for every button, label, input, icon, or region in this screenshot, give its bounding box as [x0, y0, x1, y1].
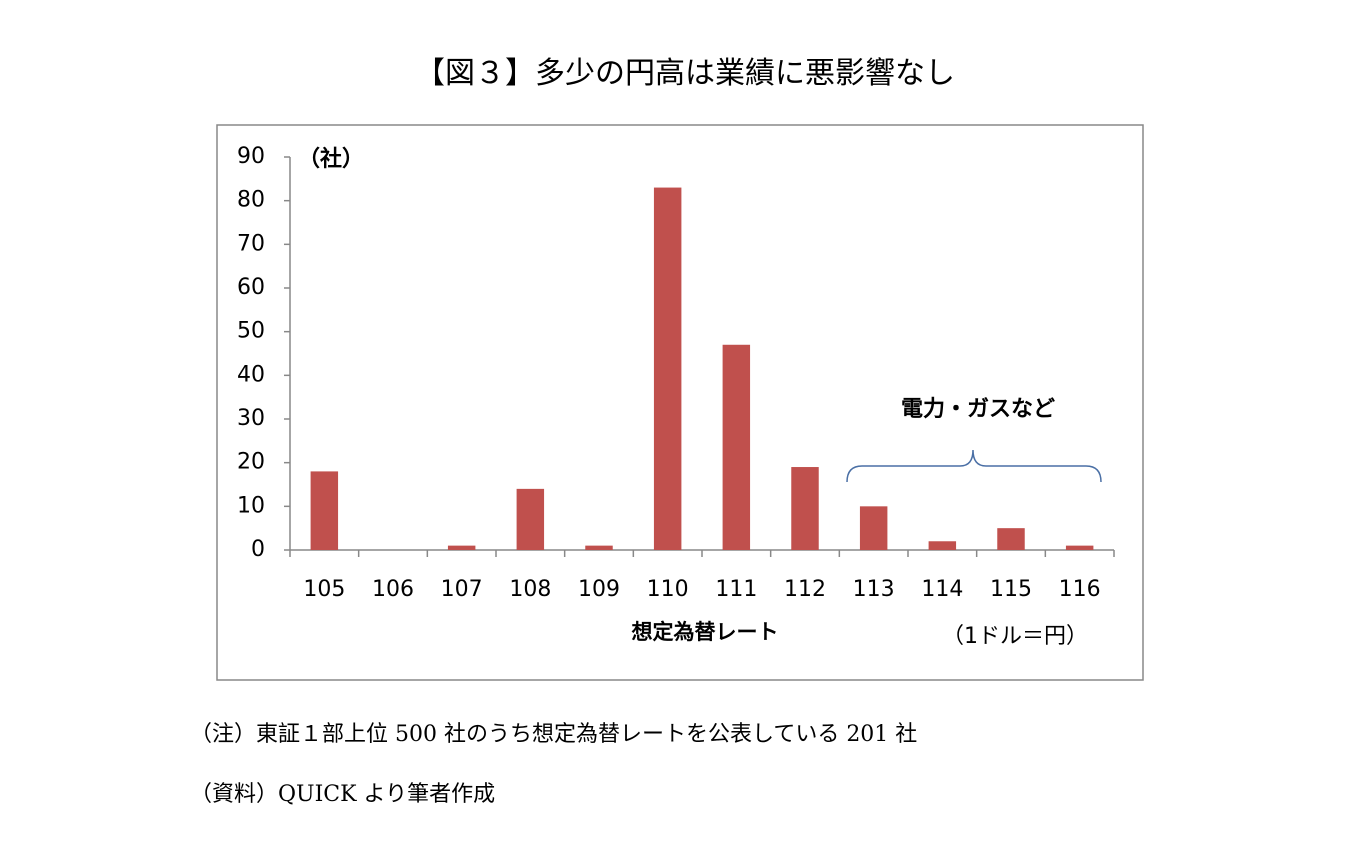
x-tick-label: 106: [372, 577, 414, 602]
x-tick-label: 112: [784, 577, 826, 602]
x-tick-label: 114: [921, 577, 963, 602]
y-tick-label: 10: [237, 493, 265, 518]
y-tick-label: 50: [237, 319, 265, 344]
y-tick-label: 90: [237, 144, 265, 169]
bar: [585, 545, 613, 550]
x-tick-label: 109: [578, 577, 620, 602]
annotation: 電力・ガスなど: [901, 397, 1055, 422]
x-unit: （1ドル＝円）: [942, 624, 1088, 649]
bar: [310, 471, 339, 550]
source: （資料）QUICK より筆者作成: [190, 782, 495, 807]
bar: [1065, 545, 1094, 550]
bar: [447, 545, 476, 550]
note: （注）東証１部上位 500 社のうち想定為替レートを公表している 201 社: [190, 722, 917, 747]
x-tick-label: 107: [441, 577, 483, 602]
x-tick-label: 105: [303, 577, 345, 602]
x-tick-label: 115: [990, 577, 1032, 602]
x-tick-label: 110: [647, 577, 689, 602]
y-tick-label: 30: [237, 406, 265, 431]
x-tick-label: 116: [1059, 577, 1101, 602]
bar: [516, 488, 545, 550]
bar: [722, 344, 751, 550]
x-tick-label: 111: [715, 577, 757, 602]
x-tick-label: 113: [853, 577, 895, 602]
y-tick-label: 70: [237, 231, 265, 256]
y-tick-label: 40: [237, 362, 265, 387]
x-axis-label: 想定為替レート: [632, 620, 779, 644]
y-tick-label: 60: [237, 275, 265, 300]
x-tick-label: 108: [509, 577, 551, 602]
y-unit: （社）: [298, 146, 364, 172]
y-tick-label: 20: [237, 450, 265, 475]
brace: [846, 449, 1102, 483]
chart-title: 【図３】多少の円高は業績に悪影響なし: [415, 56, 955, 91]
bar: [653, 187, 682, 551]
bar: [791, 467, 819, 550]
y-tick-label: 80: [237, 188, 265, 213]
bar: [928, 541, 957, 550]
y-tick-label: 0: [251, 537, 265, 562]
chart-frame: [216, 124, 1144, 681]
bar: [859, 506, 888, 550]
bar: [997, 528, 1025, 550]
